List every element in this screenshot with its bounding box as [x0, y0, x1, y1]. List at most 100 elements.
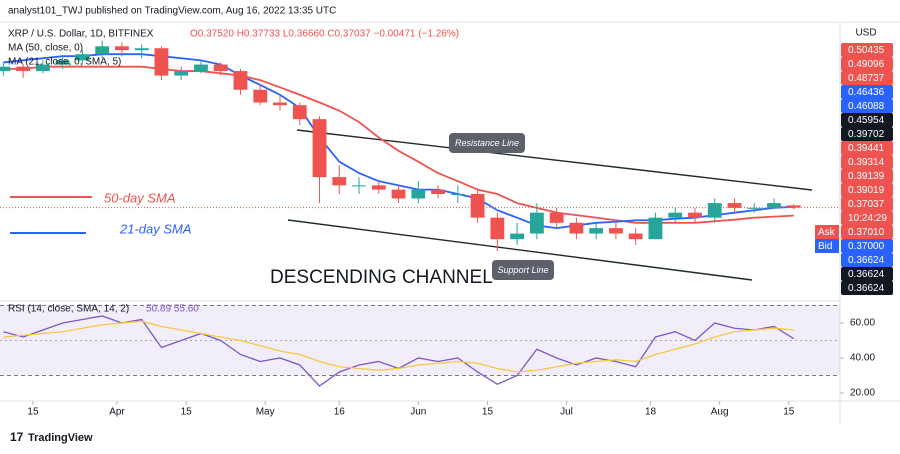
candle-body: [312, 119, 327, 178]
price-badge-label: 0.36624: [848, 283, 885, 294]
sma21-label: 21-day SMA: [119, 221, 192, 236]
candle-body: [115, 46, 129, 51]
price-badge-label: 0.39702: [848, 129, 885, 140]
price-badge: [841, 127, 893, 141]
x-tick-label: 15: [27, 407, 39, 418]
support-line: [287, 219, 753, 281]
price-badge-label: 0.36624: [848, 269, 885, 280]
price-badge: [841, 57, 893, 71]
channel-label: DESCENDING CHANNEL: [270, 267, 493, 288]
candle-body: [450, 193, 465, 195]
footer: TradingView: [28, 432, 93, 444]
support-bubble: [492, 260, 554, 280]
x-tick-label: Jul: [560, 407, 573, 418]
candle-body: [609, 228, 623, 234]
price-badge-label: 0.37010: [848, 227, 885, 238]
x-tick-label: 15: [783, 407, 795, 418]
bid-label: Bid: [818, 241, 832, 252]
candle-body: [747, 207, 762, 209]
x-tick-label: Jun: [410, 407, 426, 418]
legend-entry: MA (50, close, 0): [8, 43, 83, 54]
sma50-label: 50-day SMA: [104, 190, 176, 205]
x-tick-label: Apr: [109, 407, 125, 418]
price-badge-label: 0.39139: [848, 171, 885, 182]
price-badge-label: 10:24:29: [848, 213, 887, 224]
candle-body: [767, 203, 781, 208]
candle-body: [510, 233, 525, 240]
candle-body: [273, 102, 287, 106]
candle-body: [529, 212, 544, 234]
price-badge: [841, 225, 893, 239]
ask-tag: [815, 225, 839, 239]
price-badge: [841, 43, 893, 57]
legend-entry: MA (21, close, 0, SMA, 5): [8, 57, 121, 68]
candle-body: [411, 189, 426, 199]
ask-label: Ask: [818, 227, 836, 238]
price-badge-label: 0.46436: [848, 87, 885, 98]
rsi-tick-label: 20.00: [850, 388, 875, 399]
header: analyst101_TWJ published on TradingView.…: [8, 6, 336, 17]
candle-body: [292, 105, 307, 120]
logo-mark: 17: [10, 430, 24, 444]
price-badge: [841, 211, 893, 225]
price-badge-label: 0.45954: [848, 115, 885, 126]
candle-body: [431, 189, 445, 194]
candle-body: [786, 205, 801, 208]
price-badge: [841, 71, 893, 85]
rsi-legend: RSI (14, close, SMA, 14, 2): [8, 304, 129, 315]
candle-body: [589, 228, 604, 234]
price-badge: [841, 85, 893, 99]
candle-body: [253, 89, 268, 103]
candle-body: [371, 185, 386, 190]
price-badge: [841, 183, 893, 197]
price-badge: [841, 239, 893, 253]
price-badge: [841, 99, 893, 113]
ohlc: O0.37520 H0.37733 L0.36660 C0.37037 −0.0…: [190, 29, 459, 40]
x-tick-label: Aug: [711, 407, 729, 418]
rsi-tick-label: 60.00: [850, 318, 875, 329]
price-badge-label: 0.37000: [848, 241, 885, 252]
candle-body: [154, 48, 169, 76]
candle-body: [648, 217, 663, 240]
candle-body: [352, 185, 366, 187]
price-badge: [841, 197, 893, 211]
x-tick-label: May: [256, 407, 275, 418]
candle-body: [213, 64, 228, 72]
support-label: Support Line: [497, 265, 548, 275]
price-badge-label: 0.49096: [848, 59, 885, 70]
price-badge: [841, 253, 893, 267]
candle-body: [727, 203, 742, 208]
resistance-bubble: [449, 133, 525, 153]
candle-body: [194, 64, 208, 72]
price-badge: [841, 155, 893, 169]
candle-body: [569, 222, 584, 234]
price-badge: [841, 141, 893, 155]
candle-body: [16, 66, 31, 72]
price-badge-label: 0.46088: [848, 101, 885, 112]
x-tick-label: 15: [482, 407, 494, 418]
price-badge-label: 0.39441: [848, 143, 885, 154]
candle-body: [134, 48, 149, 51]
price-badge-label: 0.48737: [848, 73, 885, 84]
candle-body: [490, 217, 505, 240]
x-tick-label: 15: [181, 407, 193, 418]
candle-body: [35, 64, 50, 72]
candle-body: [549, 212, 564, 223]
candle-body: [391, 189, 406, 199]
x-tick-label: 18: [645, 407, 657, 418]
rsi-line: [3, 320, 794, 373]
price-badge-label: 0.36624: [848, 255, 885, 266]
candle-body: [174, 71, 189, 76]
candle-body: [55, 60, 70, 65]
rsi-tick-label: 40.00: [850, 353, 875, 364]
symbol: XRP / U.S. Dollar, 1D, BITFINEX: [8, 29, 154, 40]
price-badge: [841, 281, 893, 295]
candle-body: [688, 212, 702, 218]
axis-unit: USD: [855, 28, 876, 39]
candle-body: [470, 193, 485, 218]
candle-body: [668, 212, 683, 218]
price-badge-label: 0.39314: [848, 157, 885, 168]
price-badge-label: 0.37037: [848, 199, 885, 210]
